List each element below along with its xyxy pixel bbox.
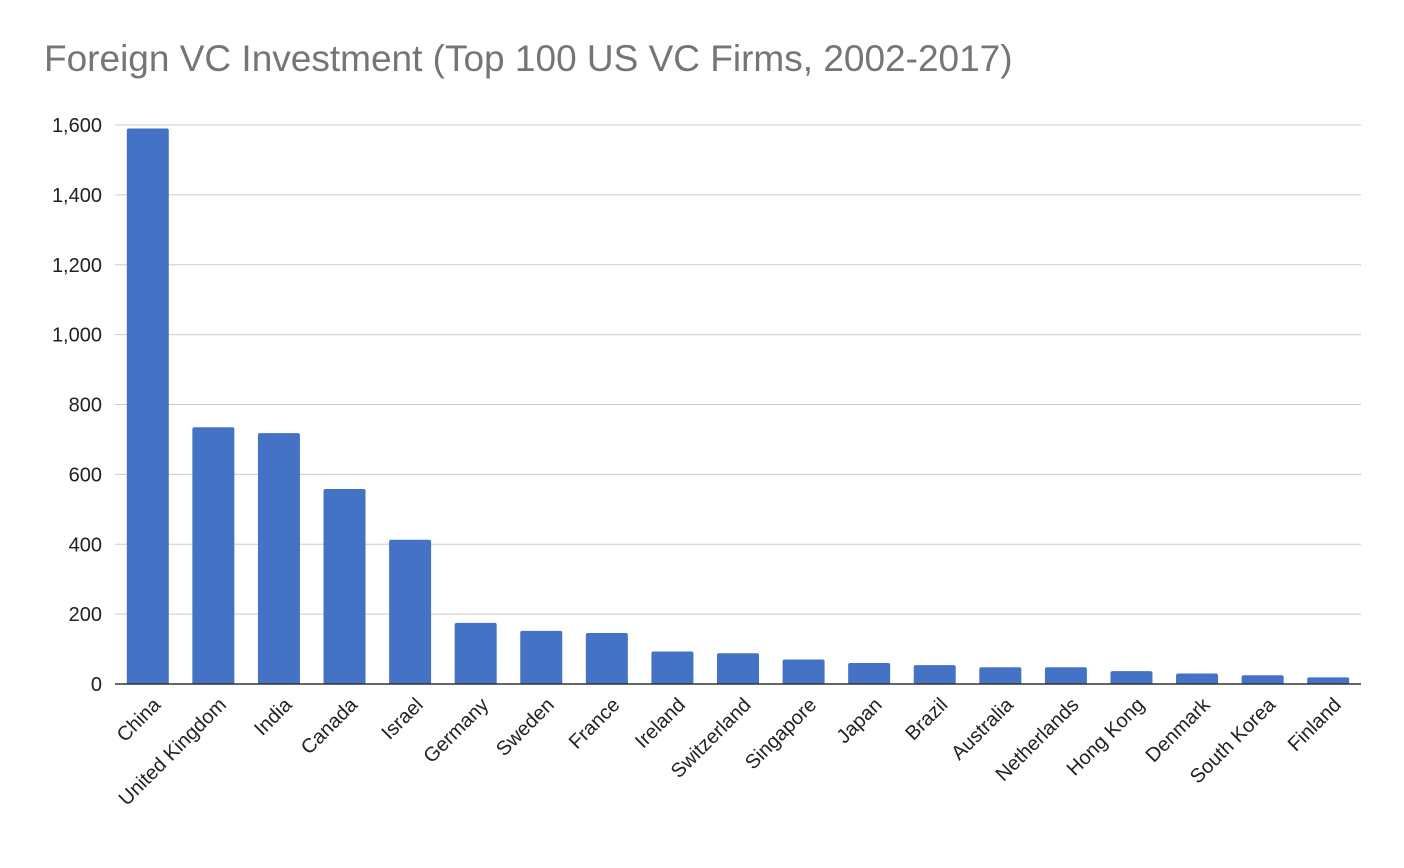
- bar-brazil: [913, 665, 956, 684]
- x-tick-label: Canada: [297, 693, 363, 759]
- bar-germany: [454, 622, 497, 684]
- x-tick-label: Singapore: [741, 694, 821, 774]
- x-tick-label: Japan: [833, 694, 887, 748]
- bar-japan: [848, 663, 891, 684]
- x-tick-label: India: [250, 693, 297, 740]
- bar-finland: [1307, 677, 1350, 684]
- y-tick-label: 1,400: [52, 185, 102, 207]
- x-tick-label: Israel: [378, 694, 428, 744]
- y-tick-label: 200: [69, 604, 102, 626]
- bar-switzerland: [717, 653, 759, 684]
- x-tick-label: Germany: [420, 694, 494, 768]
- bar-australia: [979, 667, 1022, 684]
- y-axis-tick-labels: 0 200 400 600 800 1,000 1,200 1,400 1,600: [52, 115, 102, 696]
- bar-france: [585, 632, 628, 684]
- bar-singapore: [782, 659, 825, 684]
- bar-hong-kong: [1110, 671, 1153, 684]
- bar-netherlands: [1044, 667, 1087, 684]
- x-tick-label: China: [113, 693, 166, 746]
- bar-canada: [323, 489, 366, 684]
- x-tick-label: Finland: [1284, 694, 1346, 756]
- y-tick-label: 1,200: [52, 255, 102, 277]
- bar-china: [126, 128, 169, 684]
- y-tick-label: 0: [91, 674, 102, 696]
- y-tick-label: 800: [69, 395, 102, 417]
- bar-united-kingdom: [192, 427, 235, 684]
- x-tick-label: Ireland: [631, 694, 690, 753]
- y-tick-label: 1,000: [52, 325, 102, 347]
- bar-denmark: [1176, 673, 1219, 684]
- bar-south-korea: [1241, 675, 1284, 684]
- x-tick-label: Sweden: [492, 694, 559, 761]
- bar-ireland: [651, 651, 694, 684]
- x-tick-label: France: [565, 694, 625, 754]
- gridlines: [115, 124, 1361, 615]
- bar-sweden: [520, 630, 563, 684]
- y-tick-label: 600: [69, 464, 102, 486]
- bar-india: [257, 433, 300, 684]
- chart-title: Foreign VC Investment (Top 100 US VC Fir…: [44, 38, 1013, 79]
- bars: [126, 128, 1350, 684]
- x-tick-label: Brazil: [901, 694, 952, 745]
- y-tick-label: 400: [69, 534, 102, 556]
- bar-israel: [389, 539, 432, 684]
- y-tick-label: 1,600: [52, 115, 102, 137]
